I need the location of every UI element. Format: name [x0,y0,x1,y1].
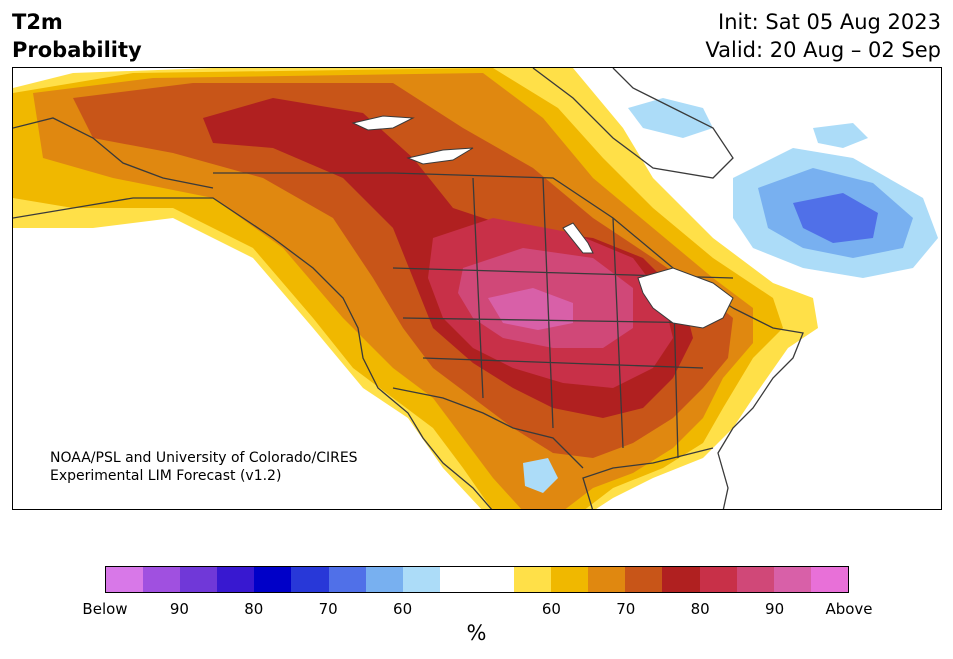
gulf-coast [582,447,714,509]
title-metric: Probability [12,38,142,62]
colorbar-swatch-5 [291,567,329,592]
colorbar-swatch-4 [254,567,292,592]
lakes [351,115,734,329]
east-coast [717,307,804,509]
colorbar-unit: % [466,621,487,645]
below-mexico [523,458,558,493]
below-east-dark [793,193,878,243]
colorbar-tick-label: 60 [393,600,413,618]
forecast-dates: Init: Sat 05 Aug 2023 Valid: 20 Aug – 02… [705,8,941,64]
mexico-border [392,387,584,469]
colorbar-tick-label: 90 [169,600,189,618]
great-lakes [637,267,734,329]
colorbar-ticks: Below 90 80 70 60 60 70 80 90 Above [82,600,872,620]
colorbar-tick-label: Above [825,600,873,618]
colorbar-swatch-15 [662,567,700,592]
colorbar-swatch-18 [773,567,811,592]
colorbar-tick-label: 80 [690,600,710,618]
colorbar-swatch-6 [328,567,366,592]
map-canvas [13,68,938,509]
west-coast [13,197,493,509]
valid-range: Valid: 20 Aug – 02 Sep [705,38,941,62]
attribution-line1: NOAA/PSL and University of Colorado/CIRE… [50,450,358,466]
attribution: NOAA/PSL and University of Colorado/CIRE… [50,449,358,485]
below-north2 [813,123,868,148]
colorbar-swatch-7 [365,567,403,592]
colorbar-tick-label: 90 [765,600,785,618]
colorbar-swatch-1 [143,567,181,592]
colorbar-tick-label: 60 [541,600,561,618]
colorbar-tick-label: Below [82,600,128,618]
colorbar-tick-label: 70 [318,600,338,618]
colorbar-swatch-8 [402,567,440,592]
colorbar-swatch-10 [476,567,515,592]
colorbar-swatch-2 [180,567,218,592]
great-slave-lake [406,147,474,165]
attribution-line2: Experimental LIM Forecast (v1.2) [50,468,282,484]
state-lines [392,177,734,459]
hudson-bay [532,68,734,179]
init-date: Init: Sat 05 Aug 2023 [718,10,941,34]
colorbar-swatch-16 [699,567,737,592]
colorbar-swatch-19 [810,567,848,592]
colorbar-swatch-17 [736,567,774,592]
colorbar-swatch-9 [439,567,477,592]
colorbar [105,566,849,593]
colorbar-swatch-14 [625,567,663,592]
lake-winnipeg [562,222,594,254]
map-title: T2m Probability [12,8,142,64]
colorbar-swatch-13 [588,567,626,592]
colorbar-swatch-3 [217,567,255,592]
colorbar-swatch-0 [106,567,144,592]
below-north [628,98,713,138]
title-variable: T2m [12,10,63,34]
colorbar-tick-label: 70 [616,600,636,618]
probability-shading [13,68,938,509]
alaska-coast [13,117,214,189]
colorbar-tick-label: 80 [244,600,264,618]
colorbar-swatch-12 [551,567,589,592]
probability-map: NOAA/PSL and University of Colorado/CIRE… [12,67,942,510]
great-bear-lake [351,115,415,131]
colorbar-swatch-11 [514,567,552,592]
